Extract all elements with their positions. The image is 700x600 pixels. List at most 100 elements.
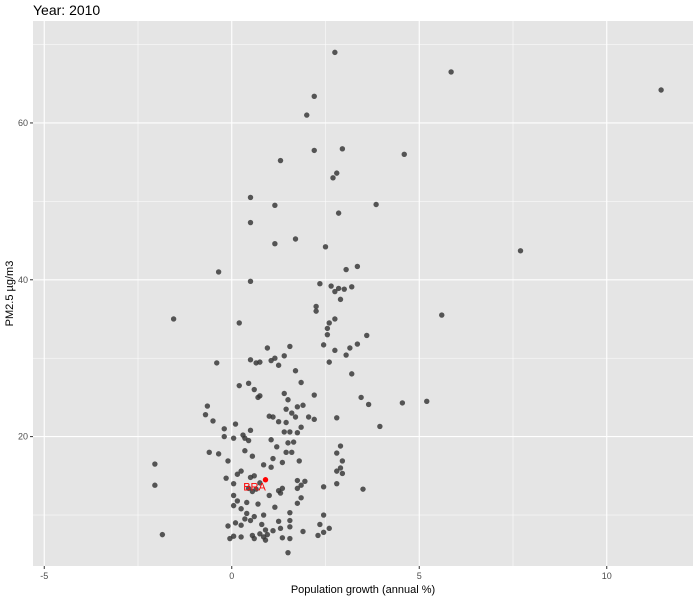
data-point — [221, 426, 227, 432]
data-point — [341, 286, 347, 292]
data-point — [236, 382, 242, 389]
data-point — [401, 151, 407, 158]
data-point — [259, 521, 265, 528]
data-point — [230, 435, 237, 441]
data-point — [247, 219, 254, 226]
y-tick-label: 20 — [18, 432, 28, 442]
data-point — [311, 392, 317, 398]
data-point — [238, 534, 244, 540]
data-point — [287, 343, 293, 350]
data-point — [244, 499, 250, 506]
data-point — [294, 404, 301, 410]
data-point — [251, 535, 257, 542]
data-point — [210, 418, 216, 424]
data-point — [287, 524, 293, 530]
data-point — [339, 458, 346, 464]
data-point — [298, 424, 304, 430]
x-tick-label: -5 — [40, 571, 48, 581]
data-point — [285, 440, 291, 446]
y-tick-label: 40 — [18, 275, 28, 285]
data-point — [335, 285, 342, 292]
data-point — [354, 263, 361, 270]
data-point — [399, 400, 406, 406]
data-point — [170, 316, 177, 322]
data-point — [373, 201, 379, 208]
data-point — [289, 410, 295, 416]
data-point — [245, 485, 252, 492]
data-point — [232, 421, 239, 427]
data-point — [277, 525, 284, 532]
data-point — [292, 368, 299, 374]
data-point — [225, 523, 231, 529]
data-point — [424, 398, 430, 405]
data-point — [244, 510, 250, 517]
data-point — [322, 244, 329, 250]
data-points — [152, 49, 664, 556]
data-point — [377, 423, 383, 430]
data-point — [202, 411, 209, 418]
data-point — [305, 414, 312, 420]
data-point — [324, 325, 331, 332]
data-point — [335, 210, 342, 216]
data-point — [270, 528, 276, 534]
data-point — [227, 535, 233, 542]
data-point — [294, 485, 301, 492]
data-point — [296, 458, 302, 464]
data-point — [242, 448, 248, 454]
grid-lines — [33, 21, 693, 566]
data-point — [262, 537, 269, 543]
data-point — [270, 414, 276, 420]
data-point — [320, 512, 327, 518]
data-point — [334, 415, 340, 421]
data-point — [292, 414, 299, 420]
data-point — [313, 303, 319, 310]
data-point — [339, 146, 346, 152]
data-point — [334, 450, 340, 456]
data-point — [287, 517, 293, 524]
data-point — [285, 549, 291, 556]
data-point — [332, 316, 338, 322]
data-point — [247, 517, 254, 524]
data-point — [311, 416, 317, 423]
highlight-label: BRA — [243, 482, 266, 494]
data-point — [285, 397, 291, 403]
data-point — [275, 518, 282, 525]
data-point — [324, 331, 331, 338]
data-point — [328, 283, 334, 289]
data-point — [287, 535, 293, 542]
data-point — [365, 401, 372, 408]
data-point — [354, 341, 361, 347]
data-point — [230, 492, 237, 499]
data-point — [298, 495, 304, 501]
data-point — [234, 471, 241, 477]
data-point — [249, 488, 256, 495]
data-point — [242, 516, 248, 522]
data-point — [311, 147, 317, 154]
data-point — [264, 345, 271, 351]
data-point — [206, 449, 212, 455]
data-point — [358, 394, 364, 401]
data-point — [159, 531, 166, 538]
data-point — [320, 529, 327, 535]
data-point — [257, 531, 263, 537]
data-point — [302, 478, 308, 485]
data-point — [251, 386, 257, 393]
data-point — [238, 506, 244, 512]
data-point — [337, 296, 344, 303]
data-point — [330, 175, 336, 181]
data-point — [298, 482, 304, 488]
data-point — [245, 437, 252, 444]
data-point — [260, 462, 267, 468]
data-point — [247, 357, 254, 363]
data-point — [204, 403, 211, 409]
data-point — [281, 353, 287, 359]
data-point — [283, 449, 289, 455]
data-point — [245, 380, 252, 386]
data-point — [332, 288, 338, 295]
data-point — [215, 269, 222, 275]
data-point — [266, 492, 272, 499]
y-axis-label: PM2.5 µg/m3 — [4, 261, 16, 327]
data-point — [334, 170, 340, 176]
data-point — [448, 69, 454, 75]
data-point — [221, 433, 227, 440]
